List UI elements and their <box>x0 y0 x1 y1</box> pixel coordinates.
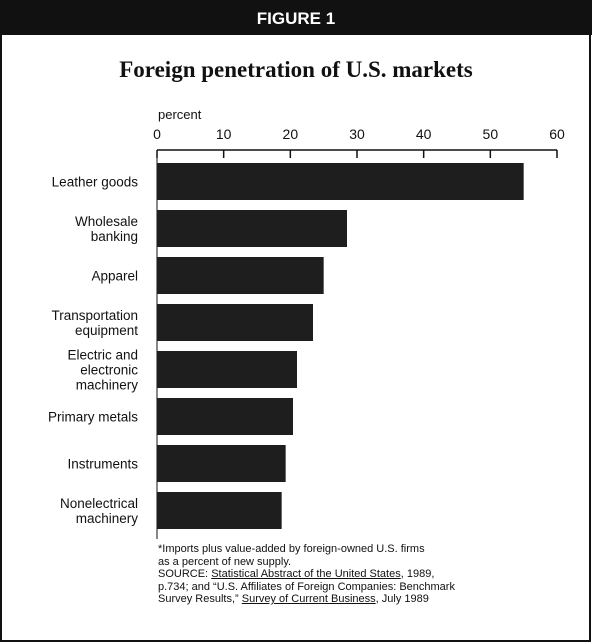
x-tick-label: 30 <box>349 126 365 142</box>
y-tick-label: Nonelectrical machinery <box>60 496 138 526</box>
header-band <box>0 0 592 35</box>
y-tick-label: Leather goods <box>52 175 139 190</box>
bar <box>157 210 347 247</box>
source-part: , 1989, p.734; and “U.S. Affiliates of F… <box>158 568 455 605</box>
y-tick-label: Apparel <box>91 269 138 284</box>
x-tick-label: 10 <box>216 126 232 142</box>
x-tick-label: 0 <box>153 126 161 142</box>
y-tick-label: Transportation equipment <box>51 308 138 338</box>
bar <box>157 304 313 341</box>
bar <box>157 445 286 482</box>
bar <box>157 257 324 294</box>
y-tick-label: Electric and electronic machinery <box>67 348 138 393</box>
source-part: Statistical Abstract of the United State… <box>211 568 401 580</box>
chart-title: Foreign penetration of U.S. markets <box>119 57 473 82</box>
footnote: *Imports plus value-added by foreign-own… <box>158 543 425 568</box>
bar <box>157 492 282 529</box>
source: SOURCE: Statistical Abstract of the Unit… <box>158 568 558 606</box>
x-tick-label: 40 <box>416 126 432 142</box>
source-part: SOURCE: <box>158 568 212 580</box>
y-tick-label: Wholesale banking <box>75 214 138 244</box>
source-part: , July 1989 <box>375 593 429 605</box>
y-tick-label: Instruments <box>67 457 138 472</box>
bar <box>157 398 293 435</box>
x-tick-label: 50 <box>483 126 499 142</box>
axis-label: percent <box>158 107 202 122</box>
notes: *Imports plus value-added by foreign-own… <box>158 543 558 606</box>
bar <box>157 163 524 200</box>
x-tick-label: 20 <box>283 126 299 142</box>
bar <box>157 351 297 388</box>
header: FIGURE 1 <box>257 9 335 28</box>
x-tick-label: 60 <box>549 126 565 142</box>
y-tick-label: Primary metals <box>48 410 138 425</box>
source-part: Survey of Current Business <box>241 593 376 605</box>
